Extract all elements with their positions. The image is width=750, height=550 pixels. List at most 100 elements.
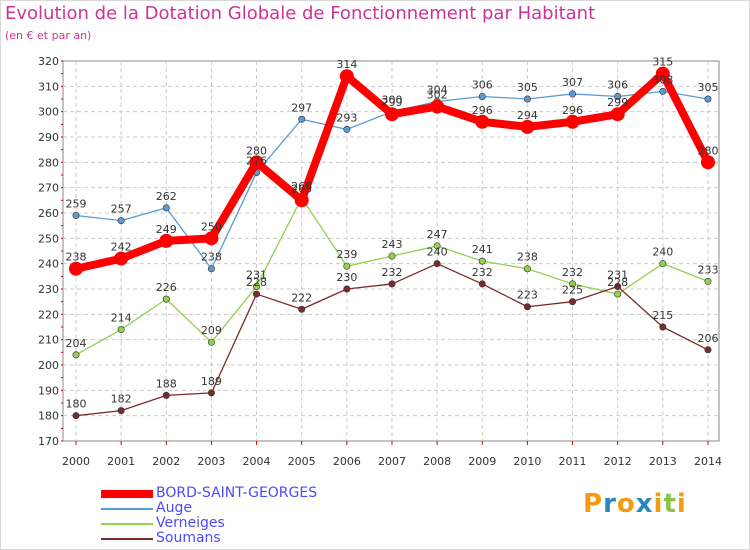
data-label: 297 <box>291 101 312 114</box>
data-label: 240 <box>427 246 448 259</box>
legend-label: BORD-SAINT-GEORGES <box>156 485 318 501</box>
data-label: 189 <box>201 375 222 388</box>
data-point <box>520 119 535 134</box>
data-point <box>207 338 215 346</box>
data-label: 315 <box>652 56 673 69</box>
data-point <box>388 280 396 288</box>
chart-legend: BORD-SAINT-GEORGES Auge Verneiges Soumans <box>101 485 401 546</box>
data-label: 228 <box>246 276 267 289</box>
x-tick-label: 2008 <box>423 455 451 468</box>
x-tick-label: 2010 <box>513 455 541 468</box>
data-point <box>72 212 80 220</box>
y-tick-label: 300 <box>38 106 59 119</box>
x-tick-label: 2011 <box>559 455 587 468</box>
data-point <box>253 290 261 298</box>
data-point <box>478 280 486 288</box>
data-point <box>659 260 667 268</box>
data-label: 300 <box>381 94 402 107</box>
data-point <box>430 99 445 114</box>
legend-item: Verneiges <box>101 515 401 531</box>
legend-swatch <box>101 490 153 498</box>
data-point <box>475 114 490 129</box>
data-point <box>614 92 622 100</box>
y-tick-label: 190 <box>38 384 59 397</box>
data-label: 296 <box>562 104 583 117</box>
data-point <box>253 282 261 290</box>
x-tick-label: 2009 <box>468 455 496 468</box>
y-tick-label: 200 <box>38 359 59 372</box>
data-label: 215 <box>652 309 673 322</box>
data-label: 280 <box>697 144 718 157</box>
logo-letter: i <box>653 489 664 519</box>
data-point <box>655 66 670 81</box>
data-label: 259 <box>66 198 87 211</box>
data-point <box>565 114 580 129</box>
data-label: 304 <box>427 84 448 97</box>
data-label: 299 <box>607 96 628 109</box>
legend-swatch <box>101 508 153 510</box>
data-label: 243 <box>381 238 402 251</box>
data-label: 209 <box>201 324 222 337</box>
data-label: 230 <box>336 271 357 284</box>
data-point <box>433 260 441 268</box>
chart-subtitle: (en € et par an) <box>5 29 92 42</box>
data-label: 299 <box>381 96 402 109</box>
data-point <box>162 204 170 212</box>
data-point <box>343 125 351 133</box>
logo-letter: r <box>603 489 617 519</box>
data-point <box>388 252 396 260</box>
y-tick-label: 180 <box>38 410 59 423</box>
logo-letter: P <box>583 489 604 519</box>
x-tick-label: 2007 <box>378 455 406 468</box>
data-label: 280 <box>246 144 267 157</box>
legend-item: Auge <box>101 500 401 516</box>
data-label: 233 <box>697 263 718 276</box>
data-label: 231 <box>246 268 267 281</box>
x-tick-label: 2002 <box>152 455 180 468</box>
data-point <box>162 295 170 303</box>
data-point <box>569 298 577 306</box>
data-label: 232 <box>381 266 402 279</box>
proxiti-logo: Proxiti <box>583 489 687 519</box>
logo-letter: t <box>663 489 677 519</box>
legend-label: Verneiges <box>156 515 225 531</box>
data-point <box>610 107 625 122</box>
data-point <box>343 262 351 270</box>
y-tick-label: 220 <box>38 308 59 321</box>
data-point <box>569 90 577 98</box>
data-label: 223 <box>517 289 538 302</box>
data-label: 250 <box>201 220 222 233</box>
data-label: 232 <box>472 266 493 279</box>
data-point <box>298 305 306 313</box>
data-label: 305 <box>697 81 718 94</box>
data-label: 182 <box>111 393 132 406</box>
x-tick-label: 2013 <box>649 455 677 468</box>
x-tick-label: 2003 <box>197 455 225 468</box>
data-point <box>117 326 125 334</box>
data-label: 257 <box>111 203 132 216</box>
y-tick-label: 210 <box>38 334 59 347</box>
data-label: 214 <box>111 312 132 325</box>
data-label: 242 <box>111 241 132 254</box>
data-point <box>614 282 622 290</box>
y-tick-label: 280 <box>38 156 59 169</box>
data-point <box>249 155 264 170</box>
data-label: 262 <box>156 190 177 203</box>
data-label: 231 <box>607 268 628 281</box>
data-point <box>207 265 215 273</box>
y-tick-label: 270 <box>38 182 59 195</box>
data-label: 307 <box>562 76 583 89</box>
y-tick-label: 260 <box>38 207 59 220</box>
data-label: 305 <box>517 81 538 94</box>
data-point <box>204 231 219 246</box>
data-label: 226 <box>156 281 177 294</box>
legend-label: Soumans <box>156 530 221 546</box>
x-tick-label: 2000 <box>62 455 90 468</box>
y-tick-label: 250 <box>38 232 59 245</box>
data-point <box>72 412 80 420</box>
data-label: 296 <box>472 104 493 117</box>
data-point <box>207 389 215 397</box>
data-point <box>659 323 667 331</box>
data-label: 239 <box>336 248 357 261</box>
